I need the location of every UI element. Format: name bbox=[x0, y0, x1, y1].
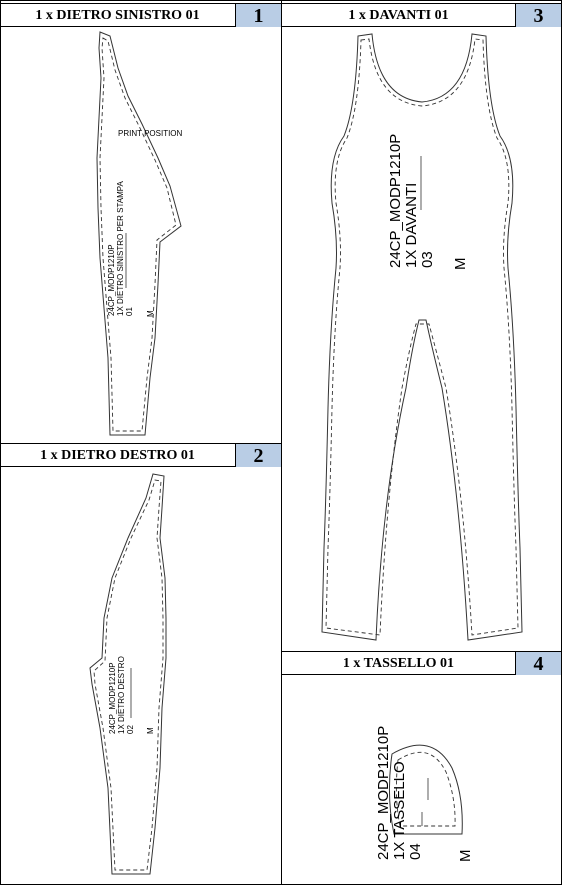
panel-3-size: M bbox=[452, 258, 469, 271]
panel-4-index: 04 bbox=[407, 843, 424, 860]
back-left-piece-seam bbox=[99, 37, 177, 432]
panel-2-drawing: 24CP_MODP1210P 1X DIETRO DESTRO 02 M bbox=[89, 473, 167, 875]
panel-4-piece-name: 1X TASSELLO bbox=[391, 761, 408, 860]
panel-4-model: 24CP_MODP1210P bbox=[375, 726, 392, 860]
front-piece-outline bbox=[321, 33, 523, 641]
panel-2-size: M bbox=[146, 727, 155, 734]
panel-4-title: 1 x TASSELLO 01 bbox=[342, 656, 455, 671]
panel-1-label-group: 24CP_MODP1210P 1X DIETRO SINISTRO PER ST… bbox=[107, 181, 134, 317]
panel-2-model: 24CP_MODP1210P bbox=[108, 662, 117, 734]
panel-1-drawing: PRINT POSITION 24CP_MODP1210P 1X DIETRO … bbox=[96, 31, 183, 436]
panel-3-index: 03 bbox=[419, 251, 436, 268]
back-right-piece-seam bbox=[93, 479, 164, 871]
panel-4-label-group: 24CP_MODP1210P 1X TASSELLO 04 bbox=[375, 726, 424, 860]
panel-1-header: 1 x DIETRO SINISTRO 01 1 bbox=[0, 3, 281, 27]
front-piece-seam bbox=[325, 38, 519, 636]
panel-1-number: 1 bbox=[235, 4, 281, 27]
panel-1-index: 01 bbox=[125, 307, 134, 316]
panel-3-drawing: 24CP_MODP1210P 1X DAVANTI 03 M bbox=[321, 33, 523, 641]
panel-4-header: 1 x TASSELLO 01 4 bbox=[282, 651, 562, 675]
panel-3-title: 1 x DAVANTI 01 bbox=[348, 8, 449, 23]
gusset-piece-seam bbox=[395, 751, 456, 827]
panel-2-index: 02 bbox=[126, 725, 135, 734]
panel-4-size: M bbox=[457, 850, 474, 863]
gusset-piece-outline bbox=[388, 744, 463, 835]
panel-2-number: 2 bbox=[235, 444, 281, 467]
panel-2-label-group: 24CP_MODP1210P 1X DIETRO DESTRO 02 bbox=[108, 656, 135, 734]
panel-2-title: 1 x DIETRO DESTRO 01 bbox=[40, 448, 195, 463]
print-position-note: PRINT POSITION bbox=[118, 129, 183, 138]
panel-3-model: 24CP_MODP1210P bbox=[387, 134, 404, 268]
panel-1-size: M bbox=[146, 310, 155, 317]
panel-3-number: 3 bbox=[515, 4, 561, 27]
panel-1-model: 24CP_MODP1210P bbox=[107, 244, 116, 316]
panel-2-piece-name: 1X DIETRO DESTRO bbox=[117, 656, 126, 734]
back-left-piece-outline bbox=[96, 31, 182, 436]
panel-3-piece-name: 1X DAVANTI bbox=[403, 183, 420, 268]
column-divider bbox=[281, 0, 282, 885]
panel-3-label-group: 24CP_MODP1210P 1X DAVANTI 03 bbox=[387, 134, 436, 268]
back-right-piece-outline bbox=[89, 473, 167, 875]
panel-1-title: 1 x DIETRO SINISTRO 01 bbox=[35, 8, 200, 23]
panel-2-header: 1 x DIETRO DESTRO 01 2 bbox=[0, 443, 281, 467]
panel-3-header: 1 x DAVANTI 01 3 bbox=[282, 3, 562, 27]
panel-4-drawing: 24CP_MODP1210P 1X TASSELLO 04 M bbox=[375, 726, 474, 863]
panel-1-piece-name: 1X DIETRO SINISTRO PER STAMPA bbox=[116, 181, 125, 317]
panel-4-number: 4 bbox=[515, 652, 561, 675]
